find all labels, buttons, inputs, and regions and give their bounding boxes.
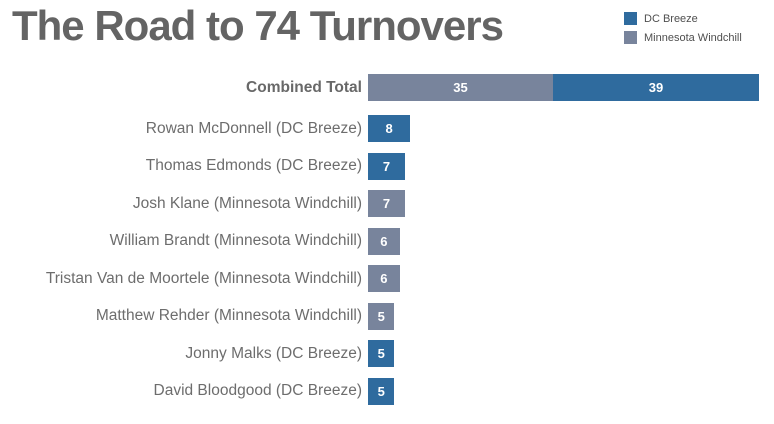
player-bar-row: William Brandt (Minnesota Windchill) 6	[0, 227, 774, 255]
bar-chart-rows: Combined Total 35 39 Rowan McDonnell (DC Br…	[0, 74, 774, 415]
legend-item-dc-breeze: DC Breeze	[624, 12, 742, 25]
row-label: Matthew Rehder (Minnesota Windchill)	[95, 307, 362, 324]
bar-value-label: 39	[648, 80, 664, 95]
bar-segment-dc-breeze[interactable]: 8	[368, 115, 411, 142]
bar-segment-dc-breeze[interactable]: 5	[368, 340, 395, 367]
player-bar-row: Tristan Van de Moortele (Minnesota Windc…	[0, 265, 774, 292]
player-bar-row: Rowan McDonnell (DC Breeze) 8	[0, 115, 774, 142]
player-bar-row: Matthew Rehder (Minnesota Windchill) 5	[0, 302, 774, 330]
bar-area: 6	[368, 227, 400, 255]
row-label: Tristan Van de Moortele (Minnesota Windc…	[45, 269, 362, 287]
row-label: William Brandt (Minnesota Windchill)	[109, 232, 362, 249]
bar-area: 35 39	[368, 74, 759, 101]
bar-area: 6	[368, 265, 400, 292]
bar-value-label: 5	[377, 346, 385, 361]
row-label: Josh Klane (Minnesota Windchill)	[132, 194, 362, 212]
bar-value-label: 6	[380, 271, 388, 286]
bar-value-label: 7	[382, 158, 391, 174]
bar-area: 5	[368, 377, 395, 405]
row-label: Thomas Edmonds (DC Breeze)	[145, 157, 362, 174]
bar-segment-minnesota-windchill[interactable]: 7	[368, 190, 405, 217]
player-bar-row: Josh Klane (Minnesota Windchill) 7	[0, 190, 774, 217]
bar-area: 5	[368, 340, 395, 367]
bar-value-label: 6	[380, 233, 388, 249]
bar-value-label: 35	[453, 80, 468, 95]
legend-label-minnesota-windchill: Minnesota Windchill	[644, 31, 742, 44]
bar-area: 7	[368, 152, 405, 180]
row-label: David Bloodgood (DC Breeze)	[153, 382, 363, 399]
bar-segment-minnesota-windchill[interactable]: 6	[368, 265, 400, 292]
bar-segment-minnesota-windchill[interactable]: 35	[368, 74, 553, 101]
row-label: Combined Total	[246, 78, 362, 96]
bar-value-label: 8	[385, 121, 393, 136]
bar-value-label: 5	[377, 383, 385, 399]
dc-breeze-swatch-icon	[624, 12, 637, 25]
bar-value-label: 5	[377, 308, 385, 324]
legend-label-dc-breeze: DC Breeze	[644, 12, 698, 25]
row-label: Jonny Malks (DC Breeze)	[185, 344, 362, 362]
player-bar-row: Jonny Malks (DC Breeze) 5	[0, 340, 774, 367]
chart-title: The Road to 74 Turnovers	[12, 2, 504, 49]
legend: DC Breeze Minnesota Windchill	[624, 12, 742, 44]
bar-segment-dc-breeze[interactable]: 5	[368, 377, 395, 405]
legend-item-minnesota-windchill: Minnesota Windchill	[624, 31, 742, 44]
bar-segment-dc-breeze[interactable]: 39	[552, 74, 759, 101]
bar-area: 5	[368, 302, 395, 330]
bar-area: 8	[368, 115, 411, 142]
bar-segment-dc-breeze[interactable]: 7	[368, 152, 405, 180]
player-bar-row: David Bloodgood (DC Breeze) 5	[0, 377, 774, 405]
bar-value-label: 7	[382, 196, 391, 211]
bar-segment-minnesota-windchill[interactable]: 6	[368, 227, 400, 255]
player-bar-row: Thomas Edmonds (DC Breeze) 7	[0, 152, 774, 180]
row-label: Rowan McDonnell (DC Breeze)	[145, 119, 362, 137]
combined-total-row: Combined Total 35 39	[0, 74, 774, 101]
bar-area: 7	[368, 190, 405, 217]
minnesota-windchill-swatch-icon	[624, 31, 637, 44]
bar-segment-minnesota-windchill[interactable]: 5	[368, 302, 395, 330]
